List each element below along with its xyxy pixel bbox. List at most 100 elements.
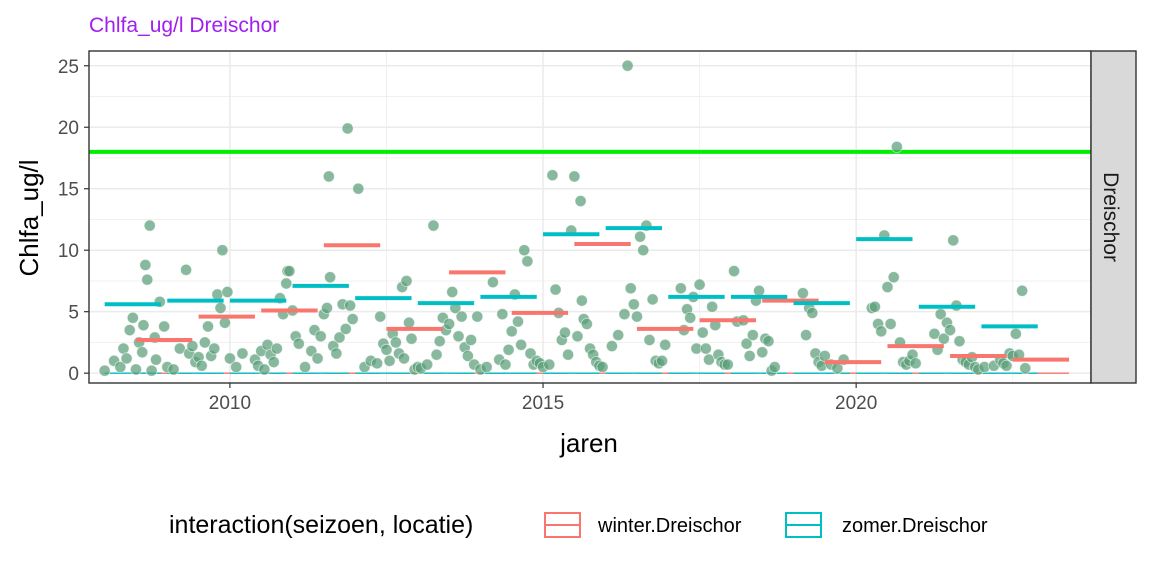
data-point <box>292 337 305 350</box>
data-point <box>330 347 343 360</box>
data-point <box>762 335 775 348</box>
data-point <box>421 358 434 371</box>
data-point <box>218 316 231 329</box>
data-point <box>186 340 199 353</box>
data-point <box>659 338 672 351</box>
data-point <box>452 330 465 343</box>
data-point <box>180 263 193 276</box>
data-point <box>947 234 960 247</box>
data-point <box>881 281 894 294</box>
data-point <box>499 358 512 371</box>
data-point <box>637 244 650 257</box>
data-point <box>696 326 709 339</box>
data-point <box>352 182 365 195</box>
chart-title: Chlfa_ug/l Dreischor <box>89 14 279 37</box>
data-point <box>267 356 280 369</box>
data-point <box>280 277 293 290</box>
data-point <box>344 299 357 312</box>
data-point <box>120 352 133 365</box>
data-point <box>612 329 625 342</box>
data-point <box>753 284 766 297</box>
data-point <box>674 282 687 295</box>
data-point <box>646 293 659 306</box>
data-point <box>1016 284 1029 297</box>
data-point <box>571 330 584 343</box>
x-tick-label: 2020 <box>835 393 877 414</box>
data-point <box>505 325 518 338</box>
y-tick-label: 5 <box>68 303 79 324</box>
data-point <box>208 342 221 355</box>
data-point <box>236 347 249 360</box>
data-point <box>403 316 416 329</box>
data-point <box>630 310 643 323</box>
data-point <box>98 364 111 377</box>
data-point <box>875 325 888 338</box>
x-axis-title: jaren <box>559 428 618 458</box>
data-point <box>684 311 697 324</box>
data-point <box>656 354 669 367</box>
data-point <box>944 324 957 337</box>
data-point <box>624 282 637 295</box>
data-point <box>887 271 900 284</box>
panel-background <box>89 51 1091 383</box>
data-point <box>173 342 186 355</box>
data-point <box>143 219 156 232</box>
data-point <box>605 340 618 353</box>
data-point <box>796 287 809 300</box>
data-point <box>568 170 581 183</box>
data-point <box>150 353 163 366</box>
data-point <box>743 349 756 362</box>
data-point <box>515 338 528 351</box>
data-point <box>446 286 459 299</box>
data-point <box>562 348 575 361</box>
data-point <box>596 361 609 374</box>
data-point <box>216 244 229 257</box>
data-point <box>461 349 474 362</box>
data-point <box>756 346 769 359</box>
data-point <box>621 59 634 72</box>
data-point <box>195 359 208 372</box>
data-point <box>890 140 903 153</box>
data-point <box>167 363 180 376</box>
data-point <box>136 346 149 359</box>
data-point <box>137 319 150 332</box>
plot-area: 0 5 10 15 20 25 2010 2015 2020 <box>58 50 1092 414</box>
legend-label-winter: winter.Dreischor <box>597 515 742 537</box>
y-tick-label: 25 <box>58 57 79 78</box>
legend-item-winter: winter.Dreischor <box>544 512 742 538</box>
data-point <box>433 335 446 348</box>
data-point <box>574 195 587 208</box>
data-point <box>374 310 387 323</box>
data-point <box>126 311 139 324</box>
data-point <box>427 219 440 232</box>
data-point <box>383 354 396 367</box>
y-tick-label: 0 <box>68 364 79 385</box>
legend-label-zomer: zomer.Dreischor <box>842 515 988 537</box>
x-tick-label: 2015 <box>522 393 564 414</box>
data-point <box>471 310 484 323</box>
data-point <box>806 306 819 319</box>
data-point <box>371 357 384 370</box>
data-point <box>311 352 324 365</box>
data-point <box>868 300 881 313</box>
data-point <box>158 320 171 333</box>
data-point <box>405 332 418 345</box>
legend-title: interaction(seizoen, locatie) <box>169 511 473 539</box>
data-point <box>398 352 411 365</box>
data-point <box>580 317 593 330</box>
data-point <box>314 330 327 343</box>
data-point <box>339 322 352 335</box>
data-point <box>740 337 753 350</box>
y-tick-label: 10 <box>58 241 79 262</box>
data-point <box>198 336 211 349</box>
data-point <box>258 363 271 376</box>
data-point <box>283 265 296 278</box>
data-point <box>909 357 922 370</box>
data-point <box>141 273 154 286</box>
data-point <box>693 278 706 291</box>
data-point <box>322 170 335 183</box>
data-point <box>884 317 897 330</box>
data-point <box>768 361 781 374</box>
data-point <box>518 244 531 257</box>
data-point <box>1000 359 1013 372</box>
